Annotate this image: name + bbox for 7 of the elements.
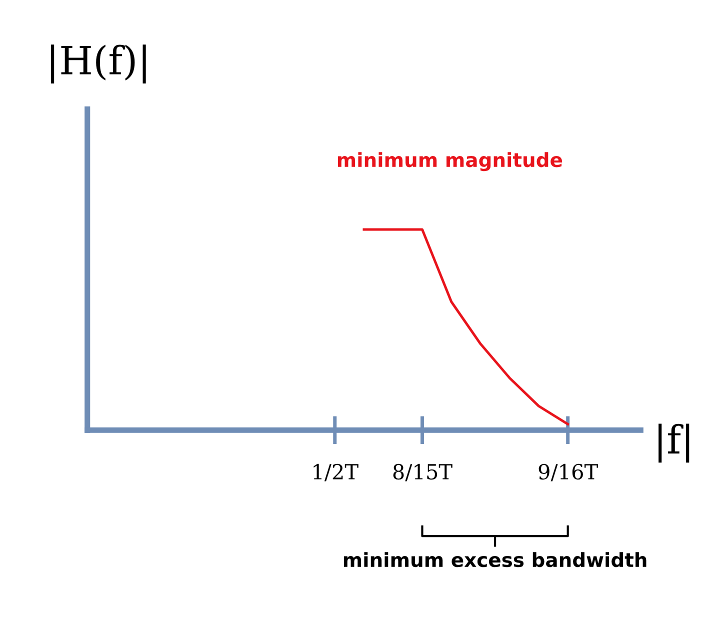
x-tick-label: 1/2T [314, 464, 358, 482]
y-axis-title: |H(f)| [51, 44, 146, 84]
x-tick-label: 8/15T [393, 464, 452, 482]
text: minimum excess bandwidth [344, 552, 646, 568]
x-tick-label: 9/16T [538, 464, 598, 482]
text: minimum magnitude [338, 152, 562, 172]
x-axis-title: |f| [658, 424, 690, 463]
